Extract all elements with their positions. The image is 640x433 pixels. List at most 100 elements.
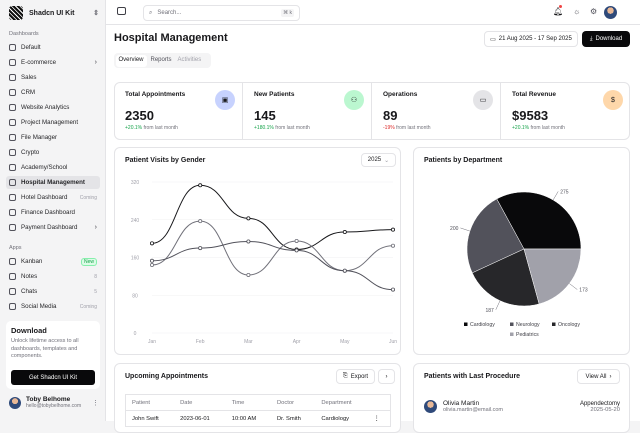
nav-icon: [9, 258, 16, 265]
legend-swatch: [552, 322, 556, 326]
sidebar-item-payment-dashboard[interactable]: Payment Dashboard ›: [6, 221, 100, 234]
next-button[interactable]: ›: [378, 369, 395, 384]
row-menu-icon[interactable]: ⋮: [373, 415, 380, 422]
notification-dot: [559, 5, 562, 8]
pie-slice-cardiology[interactable]: [496, 191, 582, 250]
data-point[interactable]: [390, 227, 395, 232]
sidebar-item-sales[interactable]: Sales: [6, 71, 100, 84]
pie-slice-neurology[interactable]: [466, 198, 525, 274]
download-card: Download Unlock lifetime access to all d…: [6, 321, 100, 389]
gear-icon[interactable]: ⚙: [590, 7, 598, 16]
tab-activities[interactable]: Activities: [177, 56, 202, 63]
sidebar-item-file-manager[interactable]: File Manager: [6, 131, 100, 144]
stat-title: Total Revenue: [512, 91, 556, 98]
label-leader: [569, 283, 578, 290]
appointments-table: Patient Date Time Doctor Department John Swif…: [125, 394, 391, 427]
nav-icon: [9, 44, 16, 51]
change-value: +20.1%: [512, 125, 530, 131]
stat-title: Total Appointments: [125, 91, 186, 98]
sidebar-item-crm[interactable]: CRM: [6, 86, 100, 99]
get-kit-button[interactable]: Get Shadcn UI Kit: [11, 370, 95, 385]
view-all-button[interactable]: View All ›: [577, 369, 620, 384]
tab-overview[interactable]: Overview: [115, 54, 147, 67]
data-point[interactable]: [150, 258, 155, 263]
sidebar-item-label: CRM: [21, 89, 36, 96]
visits-chart-card: Patient Visits by Gender 2025 ⌄ 0 80 160 240…: [114, 147, 401, 355]
stat-title: Operations: [383, 91, 418, 98]
download-icon: ⤓: [589, 35, 593, 42]
table-row[interactable]: John Swift 2023-06-01 10:00 AM Dr. Smith Car…: [126, 411, 391, 427]
sidebar-item-label: Default: [21, 44, 41, 51]
sidebar-item-chats[interactable]: Chats 5: [6, 285, 100, 298]
tab-reports[interactable]: Reports: [150, 56, 172, 63]
download-text: Unlock lifetime access to all dashboards…: [11, 338, 79, 360]
data-point[interactable]: [246, 239, 251, 244]
table-cell: Cardiology: [321, 415, 350, 422]
data-point[interactable]: [198, 246, 203, 251]
procedure-name: Appendectomy: [579, 400, 620, 407]
change-value: +180.1%: [254, 125, 274, 131]
chevron-down-icon: ⌄: [384, 157, 390, 164]
sidebar-item-notes[interactable]: Notes 8: [6, 270, 100, 283]
sidebar-item-finance-dashboard[interactable]: Finance Dashboard: [6, 206, 100, 219]
data-point[interactable]: [246, 216, 251, 221]
data-point[interactable]: [390, 243, 395, 248]
search-icon: ⌕: [149, 9, 153, 16]
sidebar-item-academy-school[interactable]: Academy/School: [6, 161, 100, 174]
data-point[interactable]: [198, 183, 203, 188]
download-button[interactable]: ⤓ Download: [582, 31, 630, 47]
data-point[interactable]: [342, 268, 347, 273]
year-value: 2025: [367, 157, 382, 163]
data-point[interactable]: [294, 238, 299, 243]
sun-icon[interactable]: ☼: [573, 7, 581, 16]
y-tick-label: 160: [131, 256, 140, 262]
export-button[interactable]: ⎘ Export: [336, 369, 375, 384]
sidebar-item-label: Project Management: [21, 119, 79, 126]
user-menu[interactable]: Toby Belhome hello@tobybelhome.com ⋮: [9, 396, 99, 409]
dollar-icon: $: [603, 90, 623, 110]
data-point[interactable]: [294, 248, 299, 253]
legend-label: Cardiology: [470, 322, 495, 328]
sidebar-item-social-media[interactable]: Social Media Coming: [6, 300, 100, 313]
user-avatar[interactable]: [604, 6, 617, 19]
brand-switcher[interactable]: Shadcn UI Kit ⇕: [9, 6, 99, 20]
more-icon[interactable]: ⋮: [92, 399, 99, 407]
sidebar-item-default[interactable]: Default: [6, 41, 100, 54]
data-point[interactable]: [198, 219, 203, 224]
bell-icon[interactable]: 🔔︎: [553, 7, 564, 16]
sidebar-item-tag: Coming: [79, 303, 97, 310]
column-header: Date: [180, 399, 193, 406]
sidebar-item-hospital-management[interactable]: Hospital Management: [6, 176, 100, 189]
table-header: Patient Date Time Doctor Department: [125, 395, 391, 411]
year-select[interactable]: 2025 ⌄: [361, 153, 396, 167]
sidebar-toggle-icon[interactable]: [117, 7, 126, 15]
y-tick-label: 320: [131, 180, 140, 186]
users-icon: ⚇: [344, 90, 364, 110]
sidebar-item-e-commerce[interactable]: E-commerce ›: [6, 56, 100, 69]
date-range-picker[interactable]: ▭ 21 Aug 2025 - 17 Sep 2025: [484, 31, 578, 47]
logo-icon: [9, 6, 23, 20]
data-point[interactable]: [150, 241, 155, 246]
data-point[interactable]: [246, 272, 251, 277]
patient-avatar: [424, 400, 437, 413]
x-tick-label: May: [340, 339, 350, 345]
search-input[interactable]: ⌕ Search... ⌘ k: [143, 5, 300, 21]
x-tick-label: Feb: [196, 339, 205, 345]
sidebar-item-kanban[interactable]: Kanban New: [6, 255, 100, 268]
procedure-item[interactable]: Olivia Martin olivia.martin@email.com App…: [424, 400, 620, 413]
data-point[interactable]: [150, 263, 155, 268]
sidebar-item-project-management[interactable]: Project Management: [6, 116, 100, 129]
sidebar-item-label: File Manager: [21, 134, 58, 141]
card-icon: ▭: [473, 90, 493, 110]
stat-change: +20.1% from last month: [512, 125, 620, 131]
data-point[interactable]: [390, 287, 395, 292]
new-badge: New: [80, 257, 97, 266]
sidebar-item-website-analytics[interactable]: Website Analytics: [6, 101, 100, 114]
pie-slice-pediatrics[interactable]: [523, 248, 582, 305]
nav-icon: [9, 179, 16, 186]
data-point[interactable]: [342, 230, 347, 235]
nav-icon: [9, 209, 16, 216]
sidebar-item-hotel-dashboard[interactable]: Hotel Dashboard Coming: [6, 191, 100, 204]
sidebar-item-crypto[interactable]: Crypto: [6, 146, 100, 159]
pie-slice-oncology[interactable]: [471, 248, 540, 307]
